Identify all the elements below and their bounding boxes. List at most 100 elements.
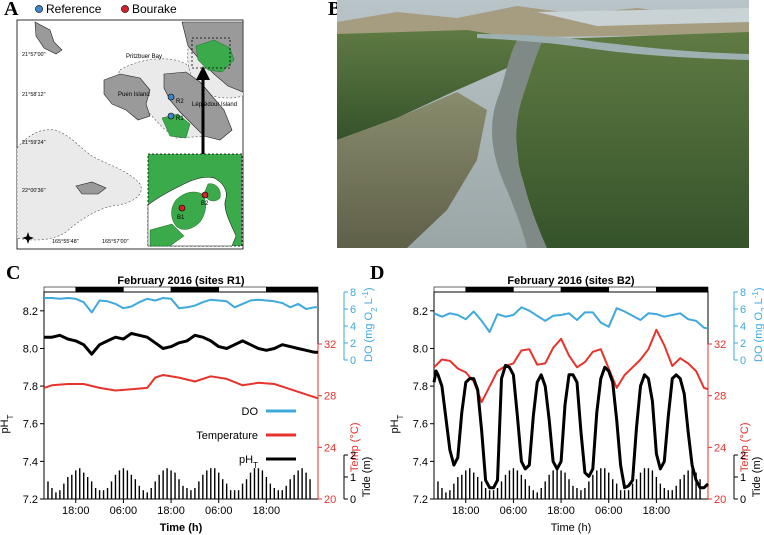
legend-label-bourake: Bourake: [132, 2, 177, 16]
x-tick-label: 18:00: [157, 505, 185, 517]
photo-channel-upper: [477, 34, 749, 60]
do-tick-label: 0: [350, 355, 356, 367]
tide-tick-label: 0: [350, 494, 356, 506]
panel-letter-d: D: [370, 262, 385, 284]
lon-tick: 165°57'00": [102, 239, 129, 245]
lat-tick: 21°58'12": [22, 92, 46, 98]
mangrove-area: [195, 39, 235, 73]
series-line-do: [44, 297, 318, 314]
day-night-segment: [43, 286, 77, 293]
temp-tick-label: 20: [714, 494, 726, 506]
tide-axis-label: Tide (m): [751, 457, 763, 498]
site-marker-r1: [167, 112, 175, 120]
temp-tick-label: 20: [324, 494, 336, 506]
photo-sea: [537, 8, 749, 26]
x-tick-label: 18:00: [62, 505, 90, 517]
do-tick-label: 2: [740, 338, 746, 350]
do-axis-label: DO (mg O2 L-1): [751, 287, 764, 362]
chart-title: February 2016 (sites R1): [117, 275, 245, 287]
inset-arrow-head: [196, 66, 210, 80]
ph-axis-label: pHT: [0, 414, 15, 433]
aerial-photo: [337, 0, 749, 248]
temp-tick-label: 28: [714, 391, 726, 403]
x-tick-label: 06:00: [110, 505, 138, 517]
day-night-segment: [123, 286, 172, 293]
site-label-b2: B2: [201, 201, 209, 207]
x-axis-label: Time (h): [160, 522, 203, 534]
chart-title: February 2016 (sites B2): [507, 275, 635, 287]
x-tick-label: 18:00: [547, 505, 575, 517]
tide-tick-label: 2: [350, 450, 356, 462]
temp-tick-label: 24: [714, 442, 726, 454]
tide-tick-label: 1: [350, 472, 356, 484]
day-night-segment: [433, 286, 467, 293]
site-label-r2: R2: [176, 99, 184, 105]
x-tick-label: 18:00: [452, 505, 480, 517]
legend-label: Temperature: [196, 430, 258, 442]
chart-c: February 2016 (sites R1) 7.2 7.4 7.6 7.8 8.0 8…: [0, 275, 379, 534]
compass-icon: [22, 232, 34, 244]
ph-tick-label: 8.2: [413, 306, 428, 318]
x-tick-label: 06:00: [595, 505, 623, 517]
temp-axis-label: Temp (°C): [349, 423, 361, 473]
do-tick-label: 4: [350, 321, 356, 333]
puen-island: [103, 73, 151, 121]
place-label-lepredour-island: Léprédour Island: [192, 102, 237, 108]
do-tick-label: 6: [740, 304, 746, 316]
inset-indicator-box: [191, 37, 231, 69]
reef-area: [16, 129, 142, 241]
series-line-pht: [44, 331, 318, 356]
legend-label-reference: Reference: [46, 2, 102, 16]
do-tick-label: 2: [350, 338, 356, 350]
ph-tick-label: 7.8: [413, 381, 428, 393]
ph-tick-label: 8.0: [23, 343, 38, 355]
do-tick-label: 4: [740, 321, 746, 333]
plot-frame: [43, 291, 319, 500]
ph-tick-label: 7.6: [413, 419, 428, 431]
ph-axis-label: pHT: [389, 414, 405, 433]
ph-tick-label: 7.2: [413, 494, 428, 506]
photo-tidal-flat: [337, 92, 487, 248]
do-tick-label: 8: [740, 287, 746, 299]
lat-tick: 21°59'24": [22, 140, 46, 146]
legend-label: DO: [242, 406, 259, 418]
day-night-segment: [465, 286, 514, 293]
series-line-pht: [432, 363, 710, 490]
do-tick-label: 6: [350, 304, 356, 316]
site-marker-r2: [167, 93, 175, 101]
site-marker-b1: [178, 204, 186, 212]
lat-tick: 21°57'00": [22, 52, 46, 58]
day-night-segment: [560, 286, 610, 293]
place-label-pritzbuer-bay: Pritzbuer Bay: [126, 54, 162, 60]
ph-tick-label: 7.6: [23, 419, 38, 431]
ph-tick-label: 7.4: [23, 456, 38, 468]
photo-mangrove-right: [509, 32, 749, 248]
temp-tick-label: 24: [324, 442, 336, 454]
legend-label: pHT: [239, 454, 258, 470]
ph-tick-label: 7.4: [413, 456, 428, 468]
site-marker-b2: [201, 191, 209, 199]
site-label-b1: B1: [177, 215, 185, 221]
do-axis-label: DO (mg O2 L-1): [361, 287, 379, 362]
day-night-segment: [266, 286, 319, 293]
temp-tick-label: 32: [324, 339, 336, 351]
mangrove-area: [161, 113, 191, 139]
tide-axis-label: Tide (m): [361, 457, 373, 498]
small-island: [75, 181, 107, 195]
x-axis-label: Time (h): [551, 522, 592, 534]
legend-dot-reference: [35, 5, 43, 13]
ph-tick-label: 8.2: [23, 306, 38, 318]
x-tick-label: 06:00: [205, 505, 233, 517]
panel-letter-c: C: [6, 262, 21, 284]
day-night-segment: [513, 286, 562, 293]
day-night-segment: [170, 286, 220, 293]
legend-dot-bourake: [121, 5, 129, 13]
site-label-r1: R1: [176, 116, 184, 122]
series-line-temperature: [43, 374, 319, 400]
temp-axis-label: Temp (°C): [739, 423, 751, 473]
series-line-do: [433, 306, 709, 333]
ph-tick-label: 8.0: [413, 343, 428, 355]
inset-mangrove: [171, 191, 206, 230]
tide-tick-label: 2: [740, 450, 746, 462]
